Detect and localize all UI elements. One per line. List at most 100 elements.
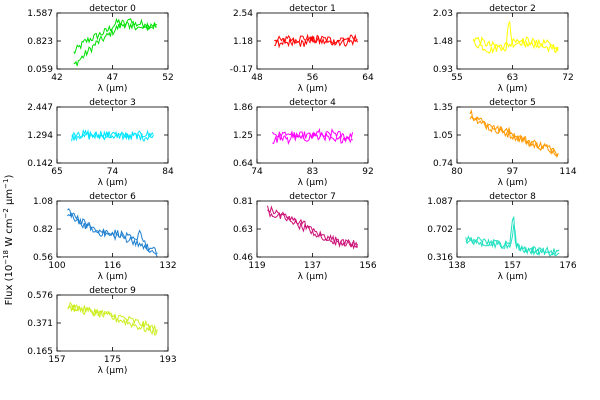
y-tick-label: 0.81 [233,197,253,207]
series-line [472,20,559,54]
shared-y-axis-label: Flux (10−18 W cm−2 μm−1) [2,175,15,306]
panel-detector-4: detector 4 74 83 92 0.64 1.25 1.86 λ (μm) [233,98,374,188]
series-line [267,209,358,249]
y-label-part-exp3: −1 [2,179,10,189]
x-tick-label: 65 [51,167,62,177]
x-axis-label: λ (μm) [298,272,328,282]
x-tick-label: 52 [162,73,173,83]
panel-title: detector 8 [489,192,536,202]
y-tick-label: 0.576 [27,291,53,301]
x-axis-label: λ (μm) [498,178,528,188]
series-line [71,130,154,143]
x-tick-label: 157 [48,355,65,365]
y-tick-label: 1.05 [433,131,453,141]
x-tick-label: 92 [362,167,373,177]
x-tick-label: 114 [559,167,576,177]
y-tick-label: 1.587 [27,9,53,19]
series-line [67,212,158,257]
x-tick-label: 74 [107,167,119,177]
series-line [71,128,154,142]
y-tick-label: 1.86 [233,103,253,113]
series-line [67,208,158,255]
panel-title: detector 2 [489,4,536,14]
plot-frame [456,200,569,258]
y-label-part-exp1: −18 [2,250,10,265]
panel-detector-9: detector 9 157 175 193 0.165 0.371 0.576 λ (μm) [27,286,176,376]
y-tick-label: 1.087 [427,197,453,207]
x-tick-label: 97 [507,167,518,177]
y-tick-label: 0.93 [433,65,453,75]
plot-frame [56,294,169,352]
x-axis-label: λ (μm) [298,84,328,94]
x-axis-label: λ (μm) [498,84,528,94]
x-tick-label: 47 [107,73,118,83]
y-tick-label: 0.316 [427,253,453,263]
panel-detector-2: detector 2 55 63 72 0.93 1.48 2.03 λ (μm) [433,4,574,94]
y-tick-label: 0.059 [27,65,53,75]
panel-detector-1: detector 1 48 56 64 -0.17 1.18 2.54 λ (μm) [230,4,374,94]
y-tick-label: 0.823 [27,37,53,47]
y-tick-label: 0.46 [233,253,253,263]
x-tick-label: 100 [48,261,65,271]
x-tick-label: 83 [307,167,318,177]
x-tick-label: 42 [51,73,62,83]
panel-title: detector 3 [89,98,136,108]
series-line [272,127,354,145]
x-tick-label: 84 [162,167,174,177]
y-tick-label: 0.64 [233,159,253,169]
series-line [465,215,560,257]
x-tick-label: 176 [559,261,576,271]
y-label-part-mid1: W cm [4,219,15,250]
x-tick-label: 72 [562,73,573,83]
plot-frame [256,200,369,258]
y-tick-label: 1.35 [433,103,453,113]
series-line [465,224,560,257]
x-axis-label: λ (μm) [498,272,528,282]
y-label-part-prefix: Flux (10 [4,265,15,306]
panel-title: detector 1 [289,4,336,14]
plot-frame [56,12,169,70]
y-label-part-exp2: −2 [2,208,10,218]
y-tick-label: 1.08 [33,197,53,207]
x-tick-label: 56 [307,73,319,83]
series-line [67,301,158,334]
x-tick-label: 116 [104,261,121,271]
series-line [271,127,353,145]
x-tick-label: 80 [451,167,463,177]
panel-title: detector 5 [489,98,536,108]
y-tick-label: 1.25 [233,131,253,141]
x-tick-label: 138 [448,261,465,271]
series-line [73,18,158,67]
x-tick-label: 55 [451,73,462,83]
x-tick-label: 137 [304,261,321,271]
y-label-part-mid2: μm [4,189,15,208]
x-tick-label: 156 [359,261,376,271]
y-tick-label: 1.48 [433,37,453,47]
y-label-part-suffix: ) [4,175,15,179]
y-tick-label: 1.294 [27,131,53,141]
x-tick-label: 48 [251,73,263,83]
x-axis-label: λ (μm) [98,178,128,188]
panel-detector-0: detector 0 42 47 52 0.059 0.823 1.587 λ (μm) [27,4,173,94]
panel-detector-5: detector 5 80 97 114 0.74 1.05 1.35 λ (μm) [433,98,577,188]
x-axis-label: λ (μm) [298,178,328,188]
y-tick-label: 0.371 [27,319,53,329]
y-tick-label: 2.447 [27,103,53,113]
x-tick-label: 64 [362,73,374,83]
panel-detector-6: detector 6 100 116 132 0.56 0.82 1.08 λ (μm) [33,192,177,282]
series-line [274,33,359,48]
x-tick-label: 132 [159,261,176,271]
y-tick-label: 2.54 [233,9,253,19]
x-tick-label: 74 [251,167,263,177]
x-axis-label: λ (μm) [98,366,128,376]
y-tick-label: 0.702 [427,225,453,235]
y-tick-label: 2.03 [433,9,453,19]
y-tick-label: 0.165 [27,347,53,357]
panel-title: detector 9 [89,286,136,296]
y-tick-label: 0.63 [233,225,253,235]
x-tick-label: 63 [507,73,518,83]
series-line [469,108,559,159]
x-tick-label: 193 [159,355,176,365]
panel-title: detector 7 [289,192,336,202]
